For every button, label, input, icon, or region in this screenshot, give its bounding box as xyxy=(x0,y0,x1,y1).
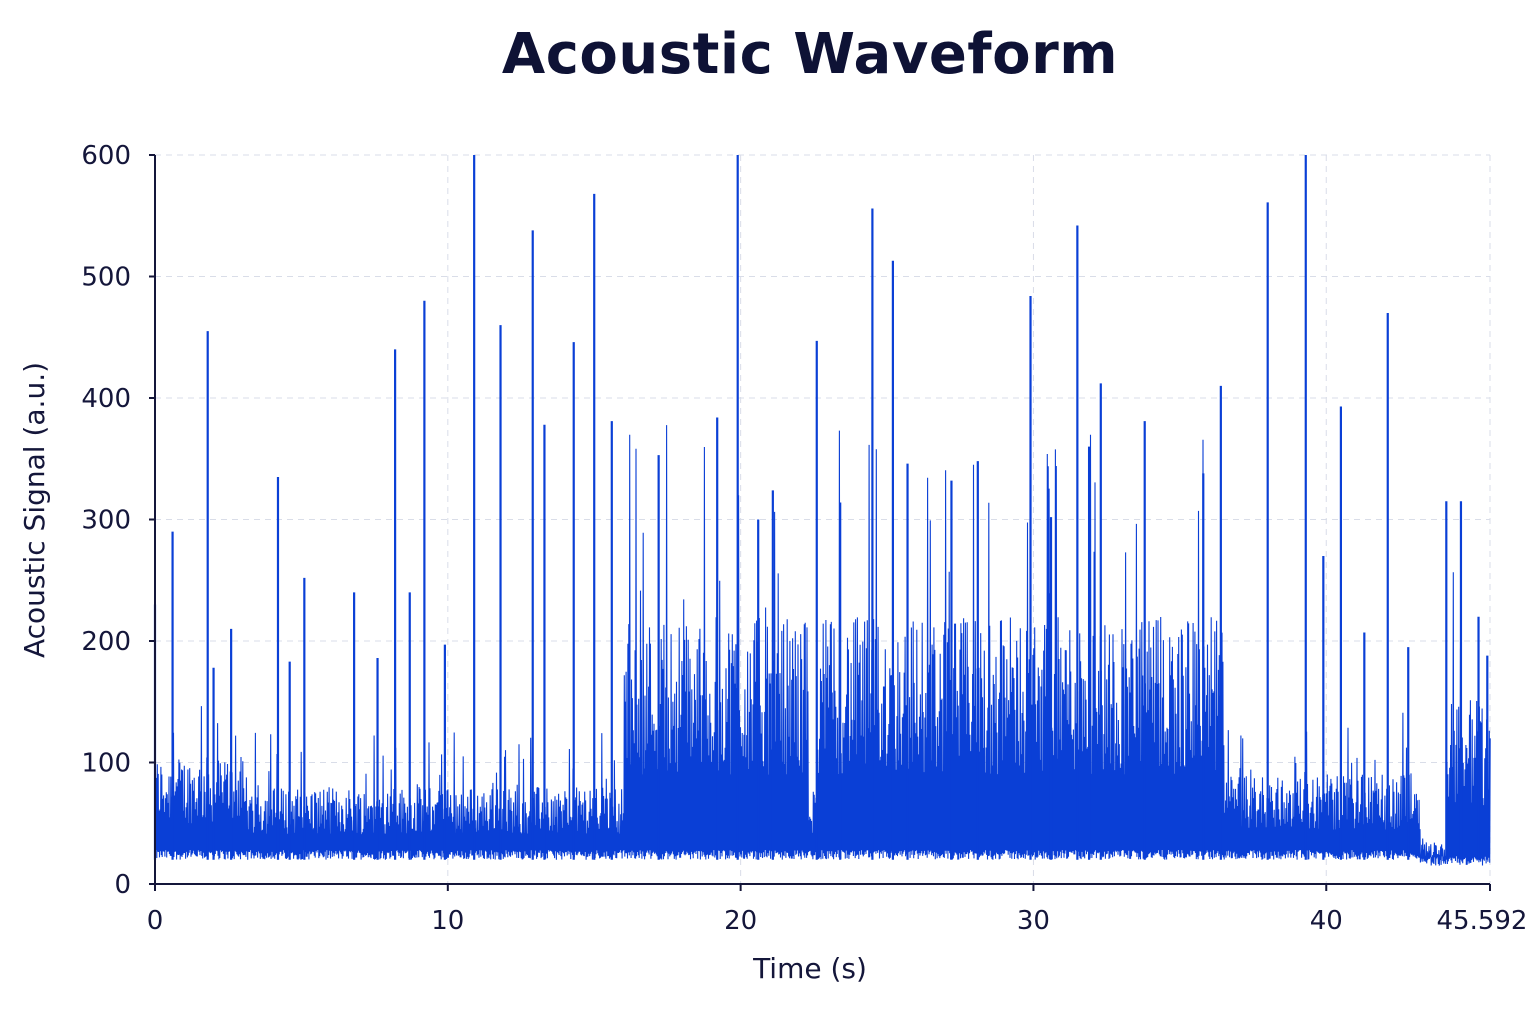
x-tick-label: 0 xyxy=(147,906,164,936)
x-axis-label: Time (s) xyxy=(752,952,867,985)
waveform-series xyxy=(153,155,1491,866)
x-tick-label: 20 xyxy=(724,906,757,936)
x-tick-label: 40 xyxy=(1310,906,1343,936)
tick-labels: 0 100 200 300 400 500 600 0 10 20 30 40 45.592 xyxy=(81,141,1527,936)
y-tick-label: 100 xyxy=(81,749,131,779)
chart-title: Acoustic Waveform xyxy=(501,22,1119,87)
x-tick-label: 30 xyxy=(1017,906,1050,936)
y-tick-label: 0 xyxy=(114,870,131,900)
waveform-line xyxy=(154,425,1491,866)
y-tick-label: 600 xyxy=(81,141,131,171)
y-tick-label: 400 xyxy=(81,384,131,414)
x-tick-label: 10 xyxy=(431,906,464,936)
x-tick-label: 45.592 xyxy=(1437,906,1528,936)
y-tick-label: 300 xyxy=(81,506,131,536)
y-tick-label: 500 xyxy=(81,263,131,293)
y-tick-label: 200 xyxy=(81,627,131,657)
y-axis-label: Acoustic Signal (a.u.) xyxy=(18,362,51,658)
